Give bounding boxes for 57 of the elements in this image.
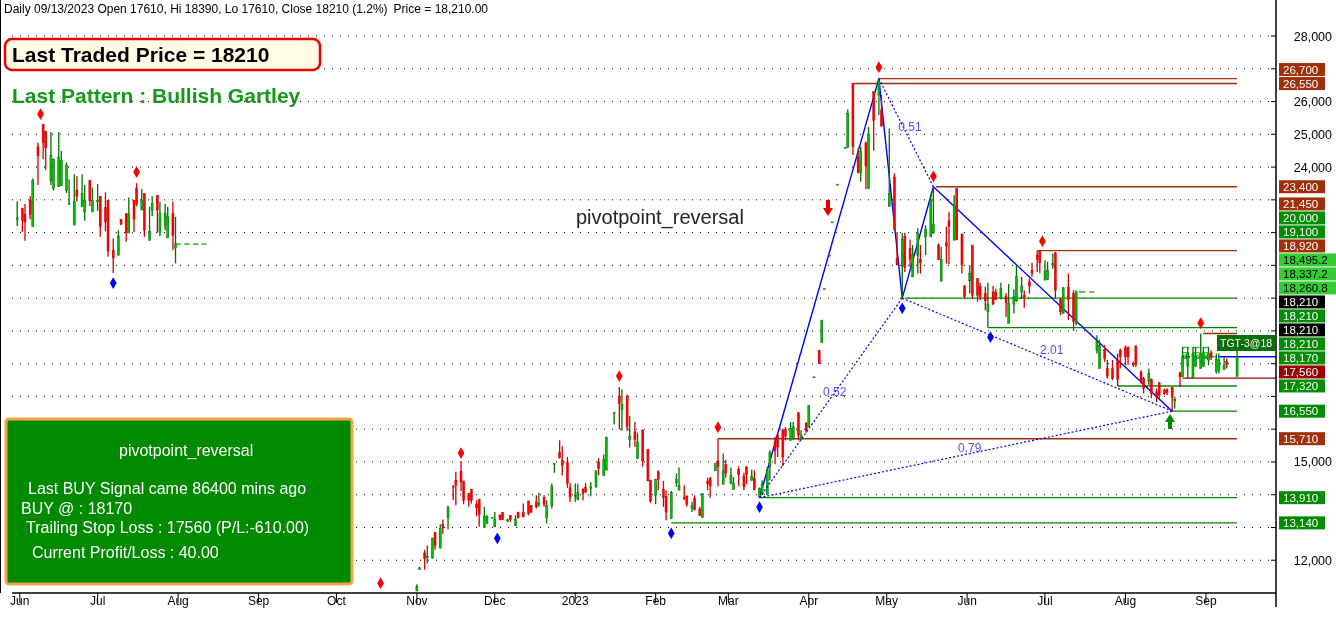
legend-label: 18,337.2 bbox=[1283, 268, 1328, 281]
x-tick-label: Sep bbox=[1195, 594, 1217, 608]
x-tick-label: Nov bbox=[406, 594, 428, 608]
y-tick-label: 25,000 bbox=[1293, 127, 1333, 142]
x-tick-label: 2023 bbox=[561, 594, 589, 608]
x-tick-label: Sep bbox=[247, 594, 270, 608]
annotation: Trailing Stop Loss : 17560 (P/L:-610.00) bbox=[26, 519, 310, 536]
x-tick-label: Jul bbox=[1037, 594, 1053, 608]
annotation: pivotpoint_reversal bbox=[576, 206, 744, 229]
annotation: Last Traded Price = 18210 bbox=[12, 43, 270, 66]
chart-title: Daily 09/13/2023 Open 17610, Hi 18390, Lo 17610, Close 18210 (1.2%) bbox=[4, 2, 388, 16]
annotation: 2.01 bbox=[1040, 343, 1064, 357]
legend-label: 26,550 bbox=[1283, 77, 1319, 90]
legend-label: 17,320 bbox=[1283, 380, 1319, 393]
legend-label: 18,210 bbox=[1283, 338, 1319, 351]
annotation: 0.79 bbox=[958, 441, 982, 456]
legend-label: 17,560 bbox=[1283, 366, 1319, 379]
x-tick-label: Dec bbox=[484, 594, 506, 608]
x-tick-label: May bbox=[875, 594, 899, 608]
annotation: 0.51 bbox=[898, 120, 923, 135]
legend-label: 19,100 bbox=[1283, 226, 1319, 239]
annotation: Current Profit/Loss : 40.00 bbox=[32, 544, 219, 561]
x-tick-label: Feb bbox=[645, 594, 667, 608]
annotation: pivotpoint_reversal bbox=[119, 442, 254, 460]
chart-subtitle: Price = 18,210.00 bbox=[393, 2, 489, 16]
legend-label: 18,170 bbox=[1283, 352, 1319, 365]
annotation: Last Pattern : Bullish Gartley bbox=[12, 84, 301, 107]
legend-label: 21,450 bbox=[1283, 198, 1319, 211]
legend-label: 18,210 bbox=[1283, 296, 1319, 309]
legend-label: 18,495.2 bbox=[1283, 254, 1328, 267]
y-tick-label: 15,000 bbox=[1293, 455, 1333, 470]
x-tick-label: Mar bbox=[718, 594, 739, 608]
legend-label: 23,400 bbox=[1283, 180, 1319, 193]
y-tick-label: 24,000 bbox=[1293, 160, 1333, 175]
x-tick-label: Aug bbox=[167, 594, 189, 608]
legend-label: 13,910 bbox=[1283, 491, 1319, 504]
legend-label: 16,550 bbox=[1283, 405, 1319, 418]
y-tick-label: 28,000 bbox=[1293, 29, 1333, 44]
legend-label: 20,000 bbox=[1283, 212, 1319, 225]
x-tick-label: Oct bbox=[327, 594, 347, 608]
y-tick-label: 12,000 bbox=[1293, 553, 1333, 568]
legend-label: 13,140 bbox=[1283, 517, 1319, 530]
x-tick-label: Jun bbox=[957, 594, 977, 608]
x-tick-label: Jun bbox=[10, 594, 30, 608]
legend-label: 26,700 bbox=[1283, 63, 1319, 76]
legend-label: 18,260.8 bbox=[1283, 282, 1328, 295]
x-tick-label: Aug bbox=[1114, 594, 1137, 608]
annotation: Last BUY Signal came 86400 mins ago bbox=[28, 480, 307, 497]
x-tick-label: Apr bbox=[799, 594, 819, 608]
legend-label: 15,710 bbox=[1283, 432, 1319, 445]
legend-label: 18,210 bbox=[1283, 310, 1319, 323]
legend-label: 18,920 bbox=[1283, 240, 1319, 253]
annotation: 0.52 bbox=[823, 385, 847, 400]
y-tick-label: 26,000 bbox=[1293, 95, 1333, 110]
legend-label: 18,210 bbox=[1283, 324, 1319, 337]
x-tick-label: Jul bbox=[89, 594, 106, 608]
annotation: BUY @ : 18170 bbox=[21, 500, 133, 517]
